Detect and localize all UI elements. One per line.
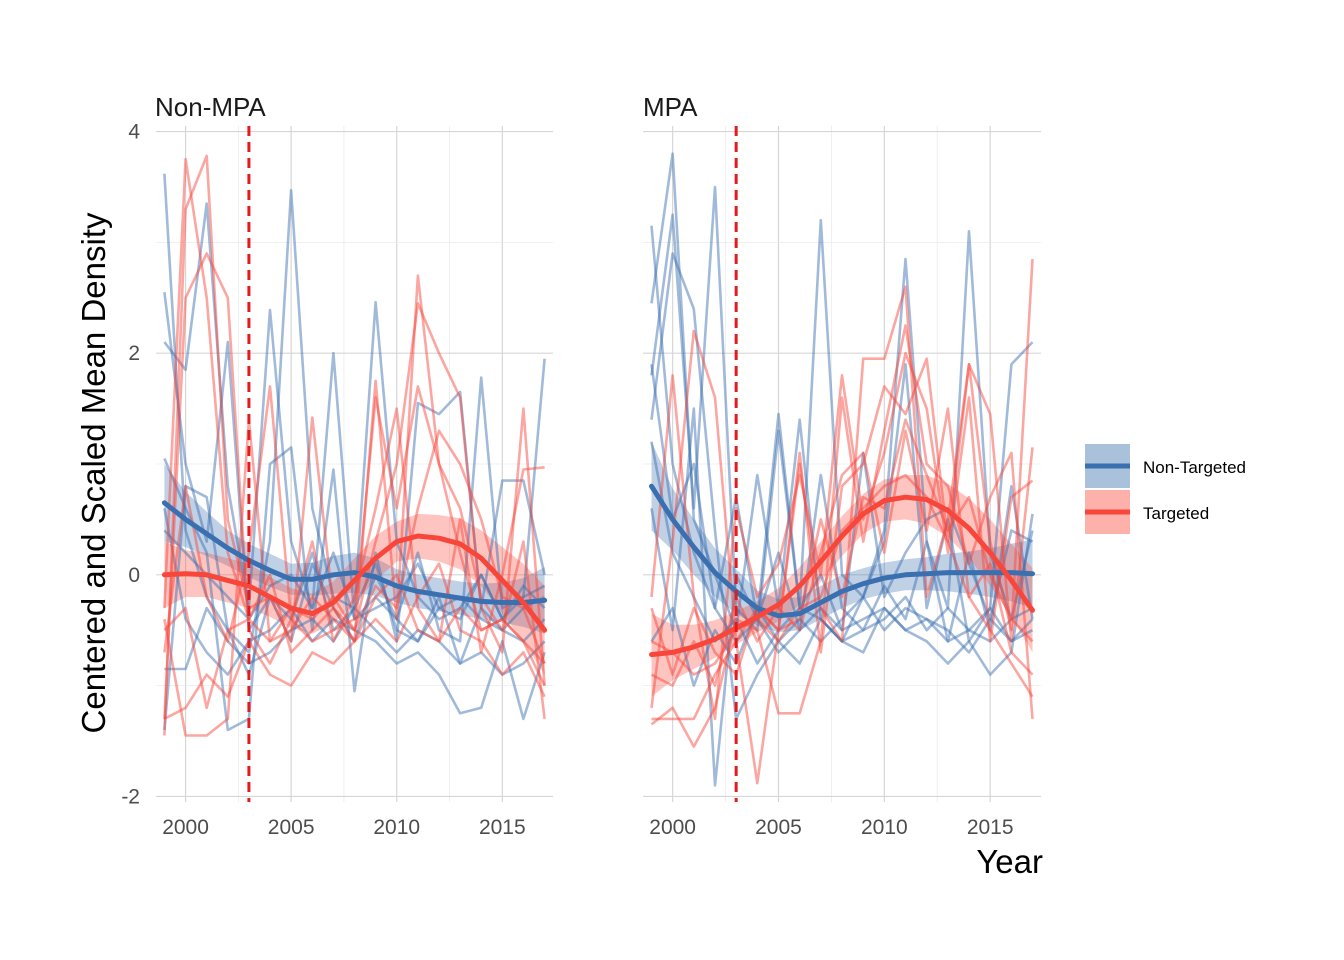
x-tick-label: 2005 [755,816,802,839]
raw-line-non-targeted-0 [650,218,1034,621]
y-tick-label: 0 [128,564,140,587]
confidence-band-non-targeted [651,441,1033,633]
raw-line-targeted-9 [650,329,1034,708]
confidence-band-targeted [164,513,545,675]
x-tick-label: 2000 [162,816,209,839]
raw-line-targeted-14 [650,418,1034,676]
legend-item-non-targeted: Non-Targeted [1085,444,1246,488]
smooth-line-targeted [649,494,1035,658]
confidence-band-non-targeted [164,464,545,634]
raw-line-non-targeted-5 [164,606,546,676]
smooth-series [649,483,1035,658]
y-axis-title: Centered and Scaled Mean Density [75,212,112,733]
raw-series [163,154,546,737]
raw-series [650,152,1034,787]
smooth-line-non-targeted [161,500,548,605]
x-tick-label: 2000 [649,816,696,839]
raw-line-non-targeted-5 [650,595,1034,687]
x-tick-labels: 2000 2005 2010 2015 [162,816,525,839]
raw-line-non-targeted-4 [163,508,546,721]
x-tick-label: 2005 [268,816,315,839]
confidence-bands [164,464,545,675]
raw-line-targeted-11 [650,351,1034,721]
raw-line-non-targeted-3 [163,390,546,732]
confidence-bands [651,441,1033,697]
x-tick-label: 2010 [861,816,908,839]
raw-line-non-targeted-2 [650,185,1034,632]
raw-line-targeted-8 [651,258,1034,785]
panel-grid [643,126,1041,802]
confidence-band-targeted [651,475,1033,697]
smooth-series [161,500,548,633]
raw-line-non-targeted-3 [650,252,1034,721]
raw-line-non-targeted-6 [163,529,546,621]
legend-label-targeted: Targeted [1143,504,1209,523]
raw-line-targeted-8 [163,157,546,665]
y-tick-label: 4 [128,121,140,144]
panel-mpa: MPA 2000 2005 2010 2015 [643,92,1041,839]
x-tick-label: 2015 [479,816,526,839]
x-tick-labels: 2000 2005 2010 2015 [649,816,1013,839]
smooth-line-targeted [161,533,548,633]
raw-line-non-targeted-2 [163,202,546,643]
raw-line-targeted-13 [163,385,545,654]
legend-item-targeted: Targeted [1085,490,1209,534]
panel-grid [156,126,553,802]
raw-line-non-targeted-0 [163,173,546,654]
smooth-line-non-targeted [649,483,1035,619]
raw-line-targeted-14 [163,573,546,710]
raw-line-non-targeted-7 [650,364,1034,654]
panel-non-mpa: Non-MPA 2000 2005 2010 2015 -2 0 2 4 [121,92,553,839]
raw-line-targeted-12 [163,562,546,721]
raw-line-non-targeted-4 [650,407,1034,787]
panel-title-non-mpa: Non-MPA [155,92,266,122]
x-axis-title: Year [976,843,1043,880]
raw-line-targeted-10 [650,324,1034,748]
raw-line-targeted-10 [163,252,546,720]
legend-label-non-targeted: Non-Targeted [1143,458,1246,477]
x-tick-label: 2010 [373,816,420,839]
raw-line-targeted-12 [650,473,1034,698]
raw-line-targeted-13 [650,407,1034,687]
x-tick-label: 2015 [967,816,1014,839]
raw-line-non-targeted-7 [163,484,546,731]
y-tick-label: -2 [121,785,140,808]
raw-line-targeted-11 [163,418,546,737]
raw-line-targeted-9 [163,154,546,736]
y-tick-label: 2 [128,342,140,365]
legend: Non-Targeted Targeted [1085,444,1246,534]
raw-line-non-targeted-1 [163,292,546,632]
y-tick-labels: -2 0 2 4 [121,121,140,809]
panel-title-mpa: MPA [643,92,698,122]
